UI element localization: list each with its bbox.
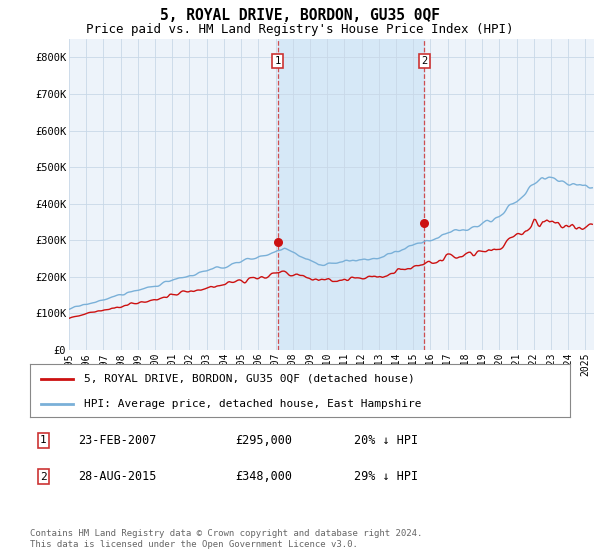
Text: 5, ROYAL DRIVE, BORDON, GU35 0QF: 5, ROYAL DRIVE, BORDON, GU35 0QF <box>160 8 440 23</box>
Text: £348,000: £348,000 <box>235 470 292 483</box>
Text: 29% ↓ HPI: 29% ↓ HPI <box>354 470 418 483</box>
Text: 2: 2 <box>40 472 47 482</box>
Text: 5, ROYAL DRIVE, BORDON, GU35 0QF (detached house): 5, ROYAL DRIVE, BORDON, GU35 0QF (detach… <box>84 374 415 384</box>
Text: 20% ↓ HPI: 20% ↓ HPI <box>354 433 418 447</box>
Point <box>419 218 429 227</box>
Text: 23-FEB-2007: 23-FEB-2007 <box>79 433 157 447</box>
Text: HPI: Average price, detached house, East Hampshire: HPI: Average price, detached house, East… <box>84 399 421 409</box>
Text: 2: 2 <box>421 56 428 66</box>
Text: 1: 1 <box>274 56 281 66</box>
Text: £295,000: £295,000 <box>235 433 292 447</box>
Text: Price paid vs. HM Land Registry's House Price Index (HPI): Price paid vs. HM Land Registry's House … <box>86 22 514 36</box>
Point <box>273 237 283 246</box>
Text: 1: 1 <box>40 435 47 445</box>
Bar <box>278 39 424 350</box>
Text: Contains HM Land Registry data © Crown copyright and database right 2024.
This d: Contains HM Land Registry data © Crown c… <box>30 529 422 549</box>
Text: 28-AUG-2015: 28-AUG-2015 <box>79 470 157 483</box>
